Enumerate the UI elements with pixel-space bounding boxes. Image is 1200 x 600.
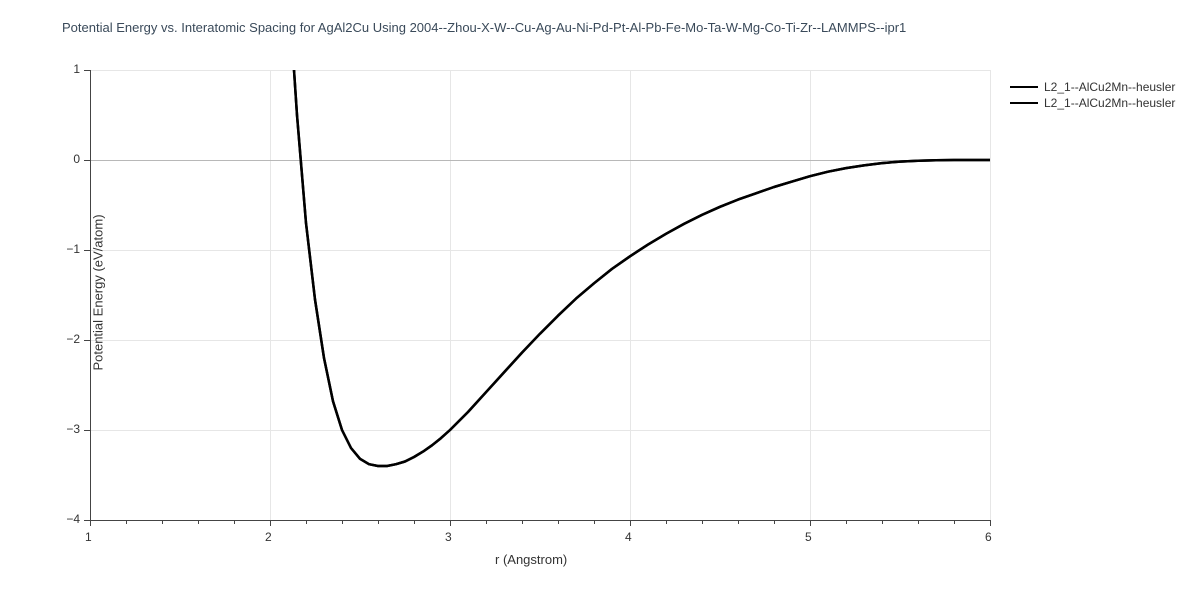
series-layer [90,70,990,520]
x-tick-label: 5 [805,530,812,544]
x-tick-label: 2 [265,530,272,544]
x-axis-line [90,520,990,521]
x-tick [990,520,991,526]
y-tick-label: −1 [66,242,80,256]
legend-label: L2_1--AlCu2Mn--heusler [1044,96,1175,110]
legend-label: L2_1--AlCu2Mn--heusler [1044,80,1175,94]
y-tick-label: −4 [66,512,80,526]
y-tick-label: 0 [73,152,80,166]
legend: L2_1--AlCu2Mn--heusler L2_1--AlCu2Mn--heu… [1010,80,1175,112]
legend-swatch [1010,102,1038,105]
x-tick-label: 3 [445,530,452,544]
legend-item-0[interactable]: L2_1--AlCu2Mn--heusler [1010,80,1175,94]
x-axis-title: r (Angstrom) [495,552,567,567]
y-tick-label: −2 [66,332,80,346]
chart-title: Potential Energy vs. Interatomic Spacing… [62,20,906,35]
series-line-0[interactable] [279,70,990,466]
legend-item-1[interactable]: L2_1--AlCu2Mn--heusler [1010,96,1175,110]
x-tick-label: 4 [625,530,632,544]
y-tick-label: −3 [66,422,80,436]
legend-swatch [1010,86,1038,89]
y-tick-label: 1 [73,62,80,76]
series-line-1[interactable] [279,70,990,466]
grid-line-vertical [990,70,991,520]
x-tick-label: 1 [85,530,92,544]
x-tick-label: 6 [985,530,992,544]
